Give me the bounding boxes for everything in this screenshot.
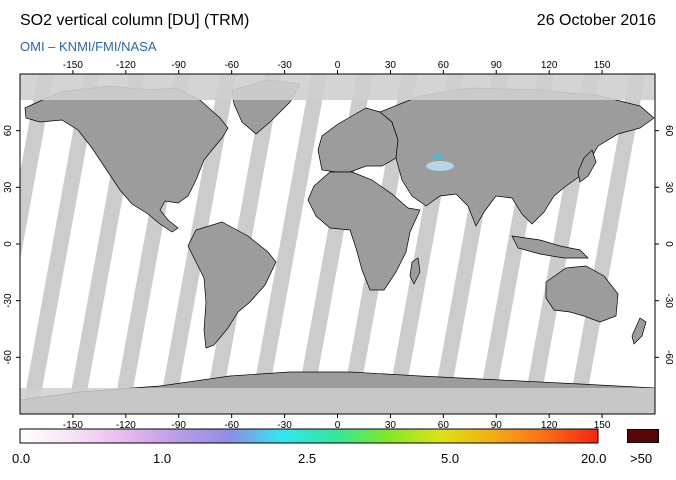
lon-tick-label: -60: [224, 420, 239, 431]
lon-tick-label: -150: [63, 420, 83, 431]
lat-tick-label: 60: [3, 125, 14, 137]
colorbar-over-swatch: [627, 429, 659, 443]
lon-tick-label: 120: [541, 420, 558, 431]
latitude-ticks: 60 60 30 30 0 0 -30 -30 -60 -60: [3, 125, 674, 365]
lon-tick-label: 0: [335, 420, 341, 431]
data-credit: OMI – KNMI/FMI/NASA: [20, 39, 157, 54]
lat-tick-label: 60: [663, 125, 674, 137]
south-america: [187, 221, 277, 349]
lat-tick-label: 30: [3, 181, 14, 193]
lon-tick-label: -90: [172, 420, 187, 431]
lat-tick-label: -30: [3, 293, 14, 308]
asia: [379, 87, 655, 227]
lat-tick-label: -30: [663, 293, 674, 308]
longitude-ticks: -150 -150 -120 -120 -90 -90 -60 -60 -30 -30 0 0 30 30…: [63, 60, 611, 431]
lon-tick-label: -90: [172, 60, 187, 71]
lat-tick-label: 0: [663, 241, 674, 247]
orbit-gap-band: [567, 74, 646, 414]
so2-signal-spot: [432, 154, 444, 160]
colorbar-label: 2.5: [298, 451, 317, 466]
so2-signal-spot: [426, 161, 454, 171]
lon-tick-label: -120: [116, 420, 136, 431]
colorbar-label: 20.0: [581, 451, 607, 466]
lon-tick-label: -30: [277, 60, 292, 71]
lat-tick-label: -60: [663, 350, 674, 365]
colorbar-label: 1.0: [153, 451, 172, 466]
lon-tick-label: 90: [491, 60, 503, 71]
lon-tick-label: -60: [224, 60, 239, 71]
colorbar: [19, 428, 599, 444]
lon-tick-label: 60: [438, 60, 450, 71]
australia: [545, 265, 619, 323]
lon-tick-label: 150: [594, 60, 611, 71]
lon-tick-label: 60: [438, 420, 450, 431]
lon-tick-label: 0: [335, 60, 341, 71]
new-zealand: [631, 317, 647, 345]
lon-tick-label: 30: [385, 420, 397, 431]
map-date: 26 October 2016: [536, 12, 656, 29]
lon-tick-label: 30: [385, 60, 397, 71]
orbit-gap-band: [249, 74, 327, 414]
colorbar-label: 5.0: [441, 451, 460, 466]
no-data-arctic: [20, 74, 655, 100]
japan: [577, 149, 597, 183]
lon-tick-label: 120: [541, 60, 558, 71]
lon-tick-label: 90: [491, 420, 503, 431]
lat-tick-label: 30: [663, 182, 674, 194]
colorbar-label: 0.0: [12, 451, 31, 466]
lon-tick-label: -150: [63, 60, 83, 71]
lon-tick-label: -120: [116, 60, 136, 71]
lat-tick-label: -60: [3, 350, 14, 365]
map-title: SO2 vertical column [DU] (TRM): [20, 12, 250, 29]
lon-tick-label: 150: [594, 420, 611, 431]
lon-tick-label: -30: [277, 420, 292, 431]
no-data-antarctic: [20, 388, 655, 414]
lat-tick-label: 0: [3, 241, 14, 247]
indonesia: [511, 235, 589, 259]
colorbar-over-label: >50: [630, 451, 653, 466]
africa: [307, 171, 421, 291]
madagascar: [409, 257, 421, 285]
orbit-gap-band: [21, 74, 100, 414]
